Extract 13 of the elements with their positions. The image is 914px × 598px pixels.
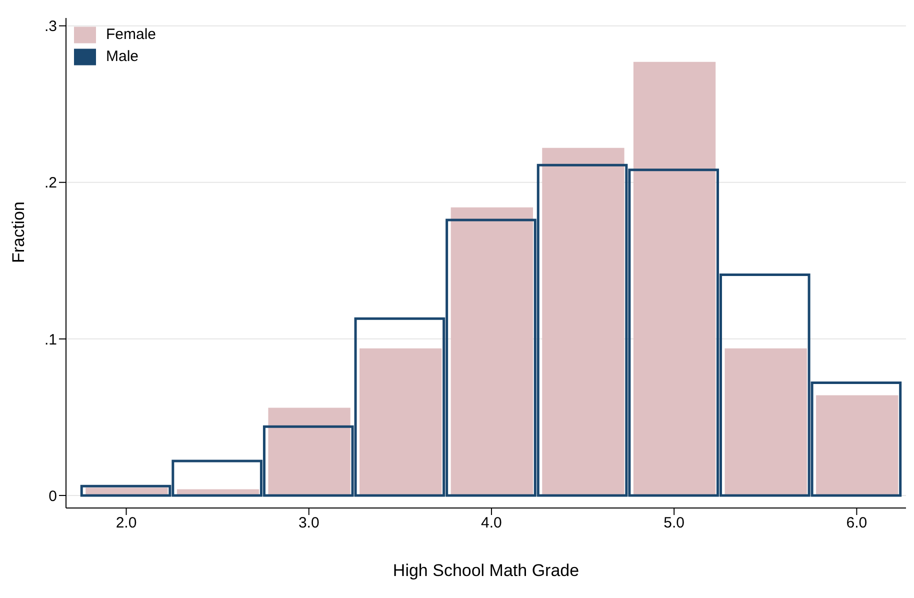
- legend-label: Male: [106, 48, 139, 66]
- legend-label: Female: [106, 26, 156, 44]
- y-tick-label: .3: [44, 18, 57, 36]
- y-tick-label: .2: [44, 174, 57, 192]
- x-tick-label: 3.0: [298, 514, 320, 532]
- y-axis-title: Fraction: [9, 202, 28, 263]
- x-tick-label: 4.0: [481, 514, 502, 532]
- y-tick-label: 0: [48, 488, 57, 505]
- y-tick-label: .1: [44, 331, 57, 348]
- x-tick-label: 6.0: [846, 514, 868, 532]
- x-axis-title: High School Math Grade: [392, 561, 580, 580]
- x-tick-label: 5.0: [664, 514, 685, 532]
- x-tick-label: 2.0: [116, 514, 137, 532]
